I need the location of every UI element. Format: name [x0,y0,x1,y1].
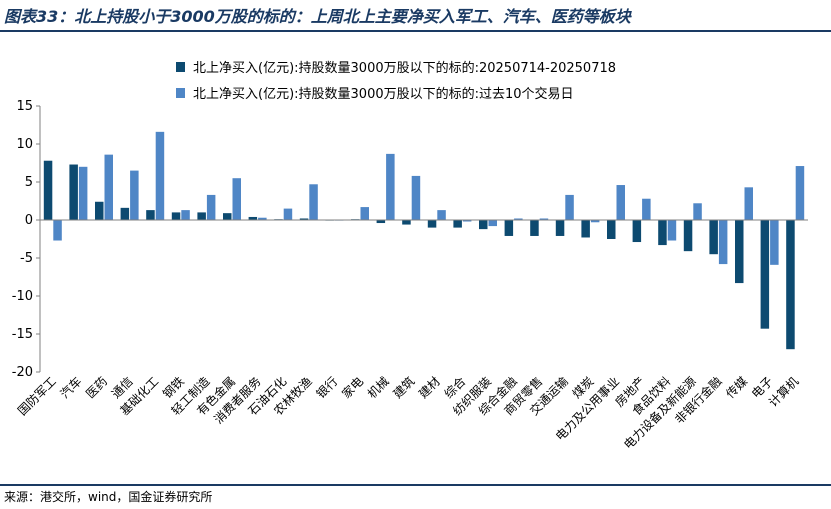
bar-series-2-2 [104,154,113,220]
bar-series-2-26 [718,220,728,265]
chart-title: 图表33：北上持股小于3000万股的标的：上周北上主要净买入军工、汽车、医药等板… [4,7,631,26]
bar-series-2-12 [360,207,369,220]
bar-series-1-27 [735,220,744,284]
bar-series-1-22 [607,220,616,239]
legend-swatch-2 [176,87,185,98]
bar-series-2-8 [258,217,267,220]
bar-series-1-6 [197,212,206,220]
bar-series-1-5 [171,212,181,220]
bar-series-2-10 [309,184,318,220]
bar-series-2-28 [770,220,779,265]
x-tick-label: 计算机 [765,374,801,410]
bar-series-2-13 [386,153,395,220]
bar-series-2-4 [155,131,165,220]
x-tick-label: 银行 [314,374,341,401]
x-tick-label: 国防军工 [14,374,59,419]
bar-series-1-4 [146,210,155,220]
bar-series-2-0 [53,220,62,241]
bar-chart: -20-15-10-5051015国防军工汽车医药通信基础化工钢铁轻工制造有色金… [12,99,808,452]
bar-series-2-15 [437,210,446,220]
source-note: 来源：港交所，wind，国金证券研究所 [4,490,213,504]
legend-label-2: 北上净买入(亿元):持股数量3000万股以下的标的:过去10个交易日 [193,87,574,102]
bar-series-2-14 [411,175,421,220]
bar-series-1-26 [709,220,718,255]
bar-series-1-28 [760,220,770,329]
footer-divider [0,484,831,486]
bar-series-2-16 [462,220,472,222]
bar-series-1-16 [453,220,462,228]
bar-series-2-17 [488,220,497,227]
y-tick-label: -10 [12,289,33,304]
y-tick-label: 0 [25,213,33,228]
bar-series-2-25 [693,203,702,220]
bar-series-2-19 [539,218,549,220]
bar-series-1-8 [248,216,258,220]
bar-series-2-20 [565,194,574,220]
bar-series-2-22 [616,185,625,220]
bar-series-1-21 [581,220,590,238]
bar-series-2-24 [667,220,677,241]
bar-series-2-18 [514,218,523,220]
x-tick-label: 医药 [83,374,110,401]
bar-series-1-14 [402,220,411,225]
bar-series-1-17 [479,220,488,230]
bar-series-2-27 [744,187,753,220]
bar-series-1-25 [683,220,693,252]
bar-series-1-15 [427,220,437,228]
y-tick-label: 10 [16,137,33,152]
x-tick-label: 家电 [339,374,367,402]
legend-item-1: 北上净买入(亿元):持股数量3000万股以下的标的:20250714-20250… [176,57,616,76]
legend-item-2: 北上净买入(亿元):持股数量3000万股以下的标的:过去10个交易日 [176,83,574,102]
x-tick-label: 机械 [364,374,392,402]
bar-series-2-3 [130,170,139,220]
title-divider [0,30,831,32]
y-tick-label: -20 [12,365,33,380]
legend-swatch-1 [176,61,185,72]
bar-series-1-3 [120,207,130,220]
y-tick-label: 15 [16,99,33,114]
x-tick-label: 汽车 [57,374,85,402]
bar-series-1-2 [95,201,104,220]
bar-series-1-13 [376,220,386,224]
bar-series-2-23 [642,198,651,220]
y-tick-label: 5 [25,175,33,190]
bar-series-2-21 [590,220,600,223]
bar-series-2-5 [181,210,190,220]
x-tick-label: 建材 [416,374,443,401]
y-tick-label: -5 [20,251,33,266]
bar-series-1-23 [632,220,642,243]
x-tick-label: 建筑 [390,374,418,402]
x-tick-label: 传媒 [723,374,751,402]
bar-series-1-1 [69,164,78,220]
bar-series-2-1 [78,166,88,220]
bar-series-2-6 [206,194,216,220]
bar-series-1-19 [530,220,539,236]
bar-series-2-7 [232,178,241,220]
bar-series-1-7 [223,213,232,220]
bar-series-1-18 [504,220,514,236]
bar-series-1-24 [658,220,667,246]
bar-series-1-10 [299,218,309,220]
legend-label-1: 北上净买入(亿元):持股数量3000万股以下的标的:20250714-20250… [193,61,617,76]
bar-series-1-29 [786,220,795,350]
bar-series-2-9 [283,208,293,220]
bar-series-1-0 [43,160,53,220]
bar-series-2-29 [795,166,805,220]
bar-series-1-20 [555,220,565,236]
y-tick-label: -15 [12,327,33,342]
